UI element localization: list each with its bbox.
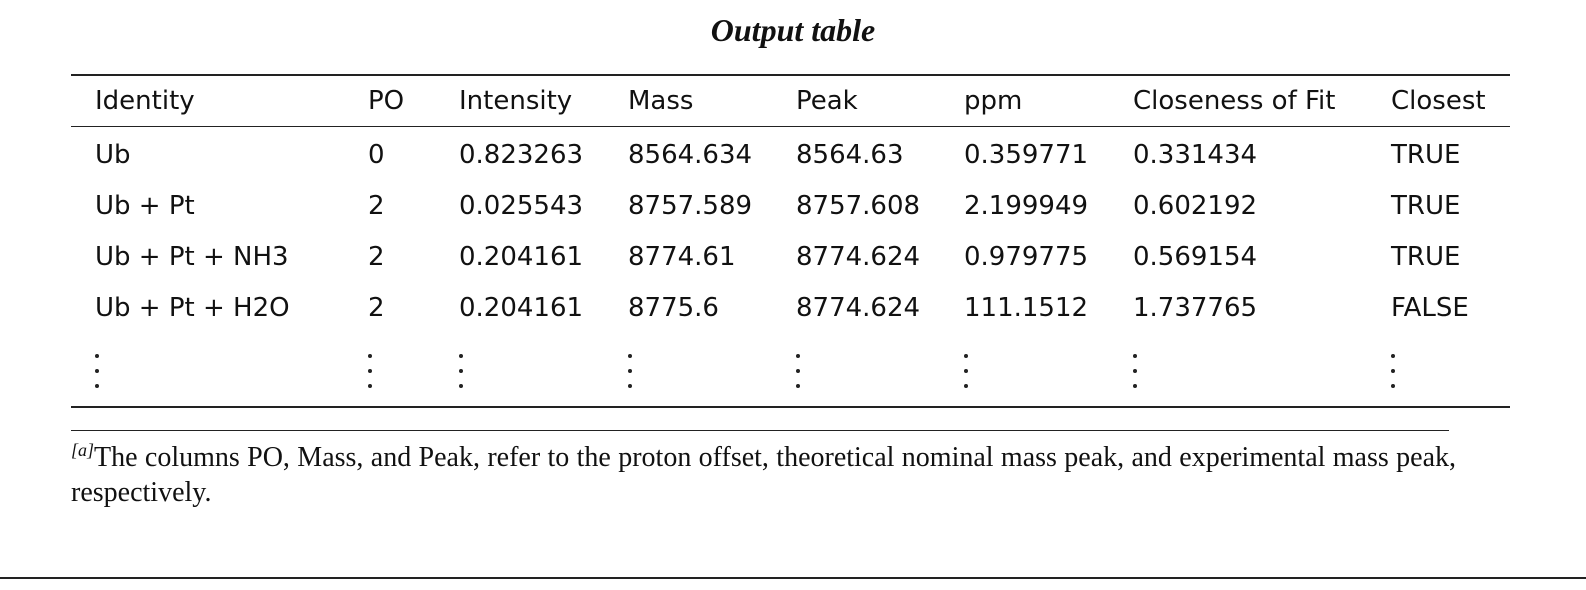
- continuation-dots-intensity: [457, 352, 467, 392]
- cell-peak: 8774.624: [796, 293, 921, 323]
- cell-closeness-of-fit: 1.737765: [1133, 293, 1258, 323]
- continuation-dots-identity: [93, 352, 103, 392]
- header-identity: Identity: [95, 86, 195, 116]
- cell-po: 2: [368, 293, 385, 323]
- cell-peak: 8757.608: [796, 191, 921, 221]
- cell-mass: 8757.589: [628, 191, 753, 221]
- continuation-dots-closeness-of-fit: [1131, 352, 1141, 392]
- header-mass: Mass: [628, 86, 694, 116]
- cell-po: 0: [368, 140, 385, 170]
- table-bottom-rule: [71, 406, 1510, 408]
- cell-mass: 8775.6: [628, 293, 719, 323]
- continuation-dots-closest: [1389, 352, 1399, 392]
- cell-ppm: 0.979775: [964, 242, 1089, 272]
- cell-closest: TRUE: [1391, 140, 1461, 170]
- cell-identity: Ub + Pt + H2O: [95, 293, 290, 323]
- cell-mass: 8564.634: [628, 140, 753, 170]
- table-row: Ub 0 0.823263 8564.634 8564.63 0.359771 …: [71, 130, 1510, 180]
- page-bottom-rule: [0, 577, 1586, 579]
- table-footnote: [a]The columns PO, Mass, and Peak, refer…: [71, 440, 1456, 510]
- table-title: Output table: [710, 12, 876, 48]
- continuation-dots-peak: [794, 352, 804, 392]
- header-closeness-of-fit: Closeness of Fit: [1133, 86, 1336, 116]
- cell-closest: TRUE: [1391, 242, 1461, 272]
- cell-ppm: 2.199949: [964, 191, 1089, 221]
- cell-peak: 8774.624: [796, 242, 921, 272]
- cell-closeness-of-fit: 0.602192: [1133, 191, 1258, 221]
- header-intensity: Intensity: [459, 86, 573, 116]
- table-top-rule: [71, 74, 1510, 76]
- cell-intensity: 0.025543: [459, 191, 584, 221]
- footnote-marker: [a]: [71, 440, 95, 460]
- table-header-rule: [71, 126, 1510, 127]
- header-closest: Closest: [1391, 86, 1486, 116]
- cell-mass: 8774.61: [628, 242, 736, 272]
- footnote-text: The columns PO, Mass, and Peak, refer to…: [71, 442, 1456, 508]
- cell-ppm: 111.1512: [964, 293, 1089, 323]
- cell-identity: Ub + Pt: [95, 191, 195, 221]
- cell-intensity: 0.204161: [459, 242, 584, 272]
- cell-identity: Ub: [95, 140, 131, 170]
- cell-closest: TRUE: [1391, 191, 1461, 221]
- table-row: Ub + Pt + NH3 2 0.204161 8774.61 8774.62…: [71, 232, 1510, 282]
- header-peak: Peak: [796, 86, 858, 116]
- table-row: Ub + Pt 2 0.025543 8757.589 8757.608 2.1…: [71, 181, 1510, 231]
- continuation-dots-po: [366, 352, 376, 392]
- cell-ppm: 0.359771: [964, 140, 1089, 170]
- cell-intensity: 0.204161: [459, 293, 584, 323]
- cell-closest: FALSE: [1391, 293, 1469, 323]
- cell-po: 2: [368, 191, 385, 221]
- header-ppm: ppm: [964, 86, 1023, 116]
- table-header-row: Identity PO Intensity Mass Peak ppm Clos…: [71, 76, 1510, 126]
- continuation-dots-ppm: [962, 352, 972, 392]
- header-po: PO: [368, 86, 405, 116]
- table-row: Ub + Pt + H2O 2 0.204161 8775.6 8774.624…: [71, 283, 1510, 333]
- cell-po: 2: [368, 242, 385, 272]
- footnote-rule: [71, 430, 1449, 431]
- cell-closeness-of-fit: 0.331434: [1133, 140, 1258, 170]
- cell-identity: Ub + Pt + NH3: [95, 242, 289, 272]
- cell-closeness-of-fit: 0.569154: [1133, 242, 1258, 272]
- cell-intensity: 0.823263: [459, 140, 584, 170]
- cell-peak: 8564.63: [796, 140, 904, 170]
- continuation-dots-mass: [626, 352, 636, 392]
